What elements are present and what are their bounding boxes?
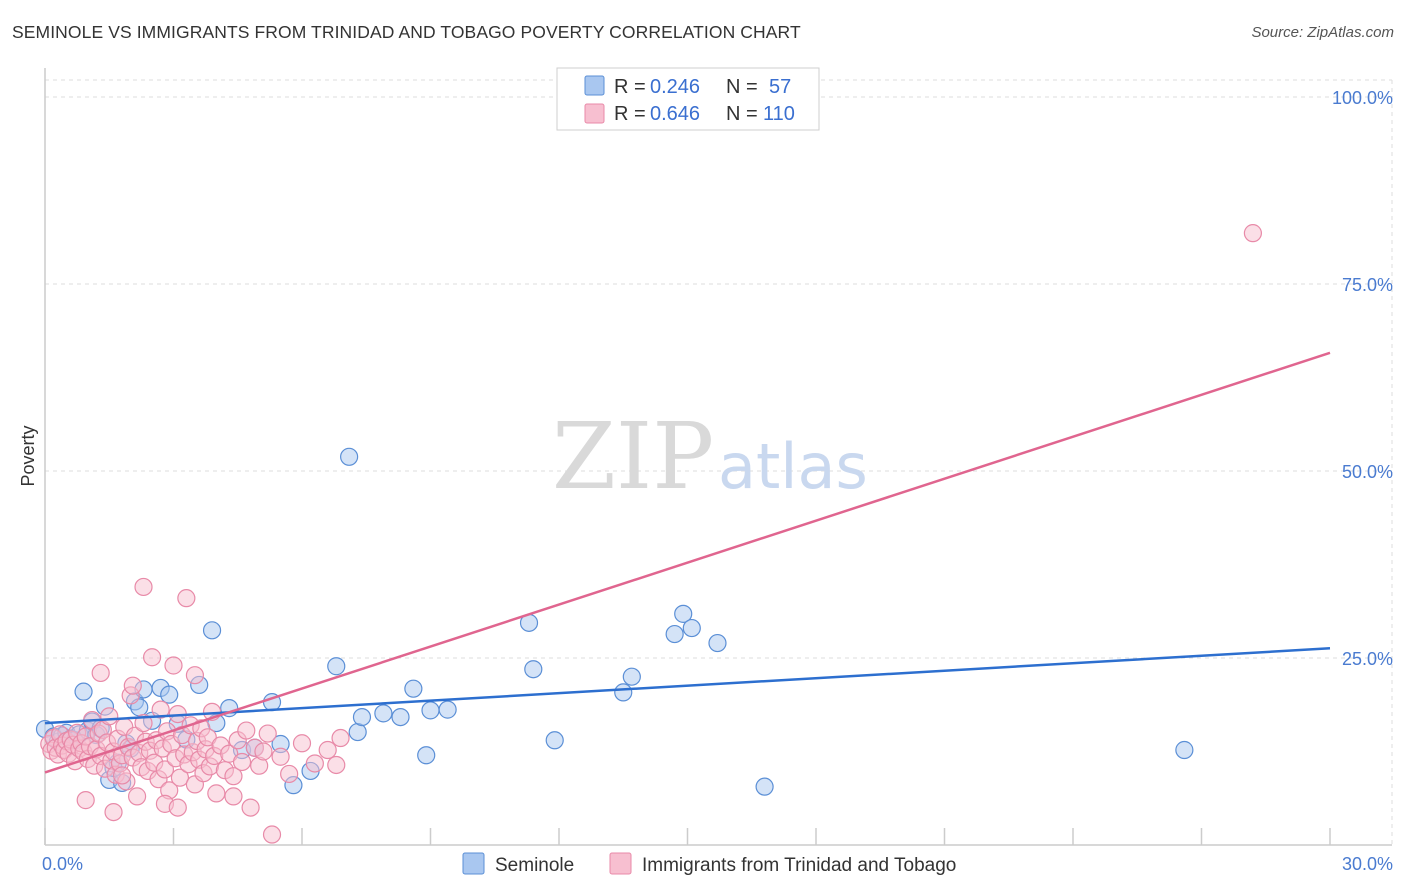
point-seminole-38	[327, 657, 346, 676]
point-seminole-40	[348, 722, 367, 742]
point-trinidad-94	[292, 734, 312, 753]
point-trinidad-84	[232, 752, 252, 772]
legend-n-value-seminole: 57	[769, 76, 791, 98]
legend-box: R = 0.246 N = 57 R = 0.646 N = 110	[556, 67, 820, 131]
point-seminole-52	[622, 667, 641, 686]
point-trinidad-91	[262, 825, 282, 844]
legend-n-value-trinidad: 110	[763, 103, 795, 125]
legend-n-label-trinidad: N =	[726, 103, 758, 125]
point-trinidad-108	[327, 755, 346, 775]
point-trinidad-99	[185, 666, 205, 685]
watermark: ZIP atlas	[552, 403, 868, 510]
chart-source: Source: ZipAtlas.com	[1251, 24, 1394, 41]
axis-layer	[44, 68, 1392, 846]
point-trinidad-106	[112, 766, 132, 785]
point-trinidad-97	[331, 728, 350, 748]
point-seminole-45	[417, 746, 436, 765]
point-seminole-54	[674, 604, 693, 623]
point-trinidad-48	[142, 648, 162, 667]
x-tick-label-1: 30.0%	[1342, 854, 1393, 874]
point-seminole-57	[755, 777, 774, 796]
point-trinidad-85	[237, 721, 256, 740]
point-trinidad-101	[76, 791, 95, 810]
legend-r-label-seminole: R =	[614, 76, 646, 98]
point-seminole-58	[1175, 740, 1194, 760]
legend-r-value-seminole: 0.246	[650, 76, 700, 98]
point-seminole-42	[374, 704, 393, 723]
point-seminole-41	[352, 707, 372, 727]
point-trinidad-96	[318, 740, 337, 760]
point-seminole-55	[682, 618, 701, 638]
point-trinidad-95	[305, 754, 324, 773]
point-seminole-47	[438, 700, 457, 719]
legend-swatch-seminole	[584, 75, 605, 96]
point-trinidad-61	[170, 768, 190, 787]
series-legend: Seminole Immigrants from Trinidad and To…	[462, 852, 956, 876]
point-trinidad-100	[91, 663, 110, 683]
trend-layer	[44, 351, 1331, 774]
point-seminole-25	[160, 685, 179, 704]
point-seminole-51	[614, 683, 633, 702]
point-seminole-44	[404, 679, 423, 698]
point-trinidad-78	[207, 784, 226, 803]
y-axis-title: Poverty	[18, 425, 38, 486]
point-trinidad-81	[220, 744, 239, 763]
point-trinidad-105	[224, 787, 243, 806]
x-tick-label-0: 0.0%	[42, 854, 83, 874]
point-trinidad-86	[241, 798, 260, 817]
point-trinidad-109	[1243, 224, 1263, 243]
point-seminole-46	[421, 701, 440, 720]
point-trinidad-92	[271, 747, 290, 766]
y-tick-label-0: 25.0%	[1342, 649, 1393, 669]
legend-r-value-trinidad: 0.646	[650, 103, 700, 125]
series-legend-swatch-seminole	[462, 852, 485, 875]
point-trinidad-89	[254, 742, 273, 761]
points-layer	[35, 224, 1263, 844]
point-trinidad-28	[100, 707, 119, 726]
legend-swatch-trinidad	[584, 103, 605, 124]
point-trinidad-52	[151, 700, 170, 719]
series-legend-swatch-trinidad	[609, 852, 632, 875]
point-trinidad-74	[198, 728, 217, 747]
point-trinidad-64	[177, 589, 196, 608]
point-seminole-43	[391, 707, 410, 727]
point-trinidad-58	[164, 656, 183, 675]
point-trinidad-41	[127, 787, 147, 806]
point-seminole-53	[665, 624, 684, 644]
trend-line-trinidad	[44, 351, 1331, 774]
watermark-atlas: atlas	[718, 430, 868, 503]
point-seminole-8	[74, 682, 93, 701]
point-seminole-49	[524, 660, 543, 679]
trend-line-seminole	[44, 647, 1331, 725]
series-legend-label-seminole: Seminole	[495, 855, 574, 876]
point-trinidad-54	[155, 760, 175, 779]
watermark-zip: ZIP	[552, 403, 714, 510]
point-seminole-56	[708, 633, 727, 653]
point-trinidad-82	[224, 767, 243, 786]
chart-title: SEMINOLE VS IMMIGRANTS FROM TRINIDAD AND…	[12, 22, 801, 42]
y-tick-label-2: 75.0%	[1342, 275, 1393, 295]
legend-n-label-seminole: N =	[726, 76, 758, 98]
point-trinidad-98	[134, 577, 153, 597]
point-seminole-29	[202, 621, 222, 640]
y-tick-label-1: 50.0%	[1342, 462, 1393, 482]
point-trinidad-93	[280, 764, 299, 784]
x-tick-labels: 0.0% 30.0%	[42, 854, 1393, 874]
point-seminole-39	[340, 447, 359, 466]
point-trinidad-104	[168, 798, 187, 817]
point-seminole-50	[545, 731, 564, 750]
point-trinidad-107	[123, 676, 142, 695]
y-tick-labels: 25.0% 50.0% 75.0% 100.0%	[1332, 88, 1393, 669]
point-trinidad-90	[258, 724, 277, 743]
series-legend-label-trinidad: Immigrants from Trinidad and Tobago	[642, 855, 956, 876]
point-trinidad-102	[104, 802, 123, 822]
y-tick-label-3: 100.0%	[1332, 88, 1393, 108]
legend-r-label-trinidad: R =	[614, 103, 646, 125]
